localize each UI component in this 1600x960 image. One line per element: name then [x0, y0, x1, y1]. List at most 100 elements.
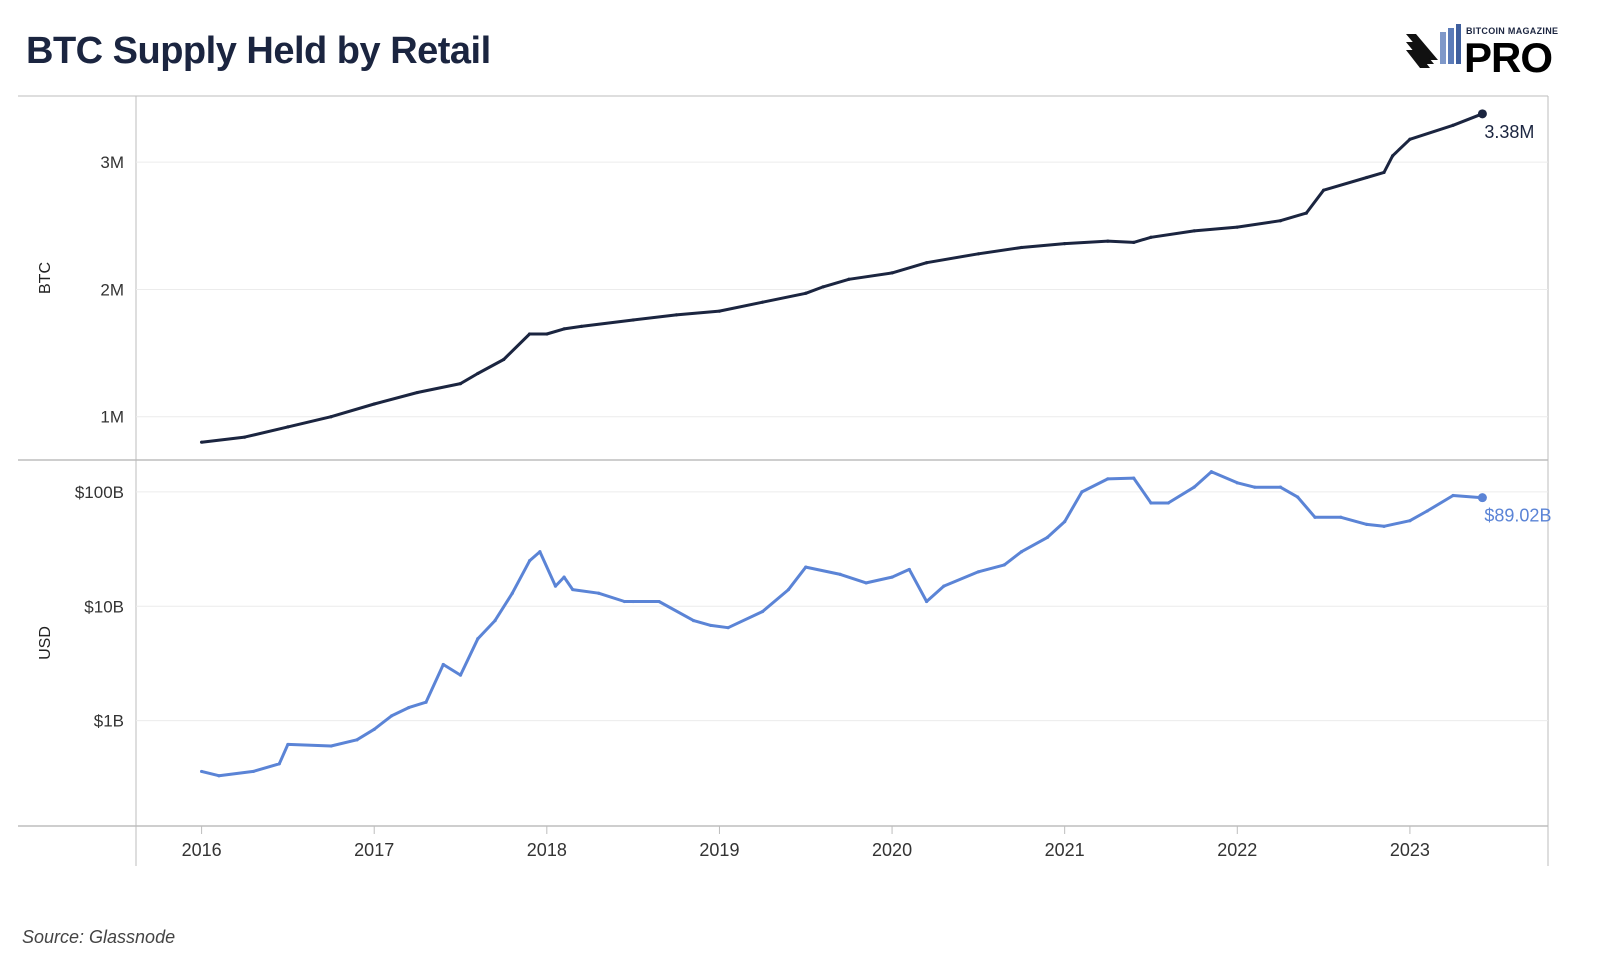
data-point: [199, 440, 204, 444]
data-point: [424, 700, 428, 704]
x-tick-label: 2022: [1217, 840, 1257, 860]
data-point: [709, 623, 713, 628]
chart-panels: 1M 2M 3M BTC 3.38M $1B $10B $100B USD $89.02B: [37, 109, 1551, 778]
chart-area: 1M 2M 3M BTC 3.38M $1B $10B $100B USD $89.02B 201…: [18, 95, 1551, 866]
data-point: [622, 599, 627, 604]
y-tick-label: $100B: [75, 483, 124, 502]
btc-supply-line: [201, 112, 1483, 444]
data-point: [907, 567, 911, 572]
data-point: [389, 714, 394, 718]
data-point: [1209, 470, 1213, 474]
y-axis-label: USD: [37, 626, 54, 660]
source-note: Source: Glassnode: [22, 927, 176, 947]
data-point: [1149, 501, 1153, 505]
x-tick-label: 2017: [354, 840, 394, 860]
data-point: [1106, 239, 1110, 243]
data-point: [579, 324, 583, 328]
data-point: [441, 662, 445, 667]
y-tick-label: 2M: [100, 280, 124, 299]
data-point: [760, 609, 765, 614]
data-point: [1080, 490, 1084, 494]
data-point: [657, 599, 661, 604]
chart-title: BTC Supply Held by Retail: [26, 30, 491, 72]
data-point: [1132, 240, 1136, 244]
data-point: [277, 762, 281, 766]
x-tick-label: 2023: [1390, 840, 1430, 860]
data-point: [571, 587, 575, 592]
data-point: [493, 618, 497, 623]
data-point: [1132, 476, 1136, 480]
data-point: [1252, 485, 1257, 489]
data-point: [476, 637, 480, 641]
data-point: [942, 584, 946, 588]
data-point: [1106, 477, 1110, 481]
usd-value-line: [201, 470, 1483, 778]
data-point: [717, 309, 722, 313]
data-point: [1149, 235, 1153, 239]
data-point: [562, 327, 566, 331]
x-tick-label: 2020: [872, 840, 912, 860]
data-point: [1002, 563, 1006, 567]
data-point: [476, 371, 480, 376]
end-point-marker: [1477, 109, 1487, 119]
data-point: [217, 774, 221, 778]
data-point: [199, 769, 204, 774]
data-point: [243, 435, 247, 439]
y-tick-label: $10B: [84, 597, 124, 616]
logo-small-text: BITCOIN MAGAZINE: [1466, 26, 1559, 36]
data-point: [674, 313, 678, 317]
logo-stripes-icon: [1406, 24, 1461, 68]
data-point: [1408, 519, 1412, 523]
data-point: [726, 626, 730, 630]
data-point: [458, 673, 463, 677]
data-point: [1278, 485, 1283, 489]
data-point: [1365, 175, 1369, 180]
data-point: [1296, 495, 1300, 499]
data-point: [1019, 550, 1024, 554]
data-point: [545, 332, 549, 336]
end-value-label: 3.38M: [1484, 122, 1534, 142]
data-point: [372, 402, 376, 406]
data-point: [1192, 485, 1196, 489]
data-point: [1045, 535, 1050, 540]
data-point: [329, 744, 333, 748]
data-point: [1391, 154, 1395, 158]
data-point: [355, 738, 359, 742]
logo-big-text: PRO: [1464, 34, 1553, 81]
data-point: [1063, 519, 1067, 524]
y-tick-label: $1B: [94, 712, 124, 731]
data-point: [538, 550, 542, 554]
data-point: [804, 291, 808, 295]
data-point: [286, 425, 290, 429]
data-point: [1166, 501, 1170, 505]
chart-frame: [18, 95, 1549, 866]
data-point: [1019, 245, 1024, 250]
data-point: [890, 575, 894, 579]
data-point: [631, 318, 635, 322]
data-point: [1313, 515, 1317, 519]
data-point: [847, 277, 851, 281]
x-tick-label: 2018: [527, 840, 567, 860]
gridlines: [136, 161, 1548, 722]
x-tick-label: 2019: [699, 840, 739, 860]
data-point: [1451, 123, 1455, 127]
data-point: [890, 271, 894, 275]
data-point: [407, 706, 411, 710]
data-point: [553, 584, 558, 588]
bitcoin-magazine-pro-logo: BITCOIN MAGAZINE PRO: [1404, 22, 1584, 82]
data-point: [838, 572, 842, 576]
data-point: [329, 415, 333, 419]
data-point: [1339, 515, 1343, 519]
data-point: [1278, 219, 1283, 223]
data-point: [251, 769, 255, 774]
data-point: [924, 599, 929, 604]
data-point: [510, 591, 514, 595]
data-point: [1408, 137, 1412, 141]
data-point: [1451, 493, 1455, 498]
end-value-label: $89.02B: [1484, 506, 1551, 526]
data-point: [631, 599, 635, 604]
data-point: [562, 575, 566, 579]
data-point: [821, 285, 825, 289]
data-point: [691, 618, 696, 623]
x-axis: 2016 2017 2018 2019 2020 2021 2022 2023: [182, 826, 1430, 860]
